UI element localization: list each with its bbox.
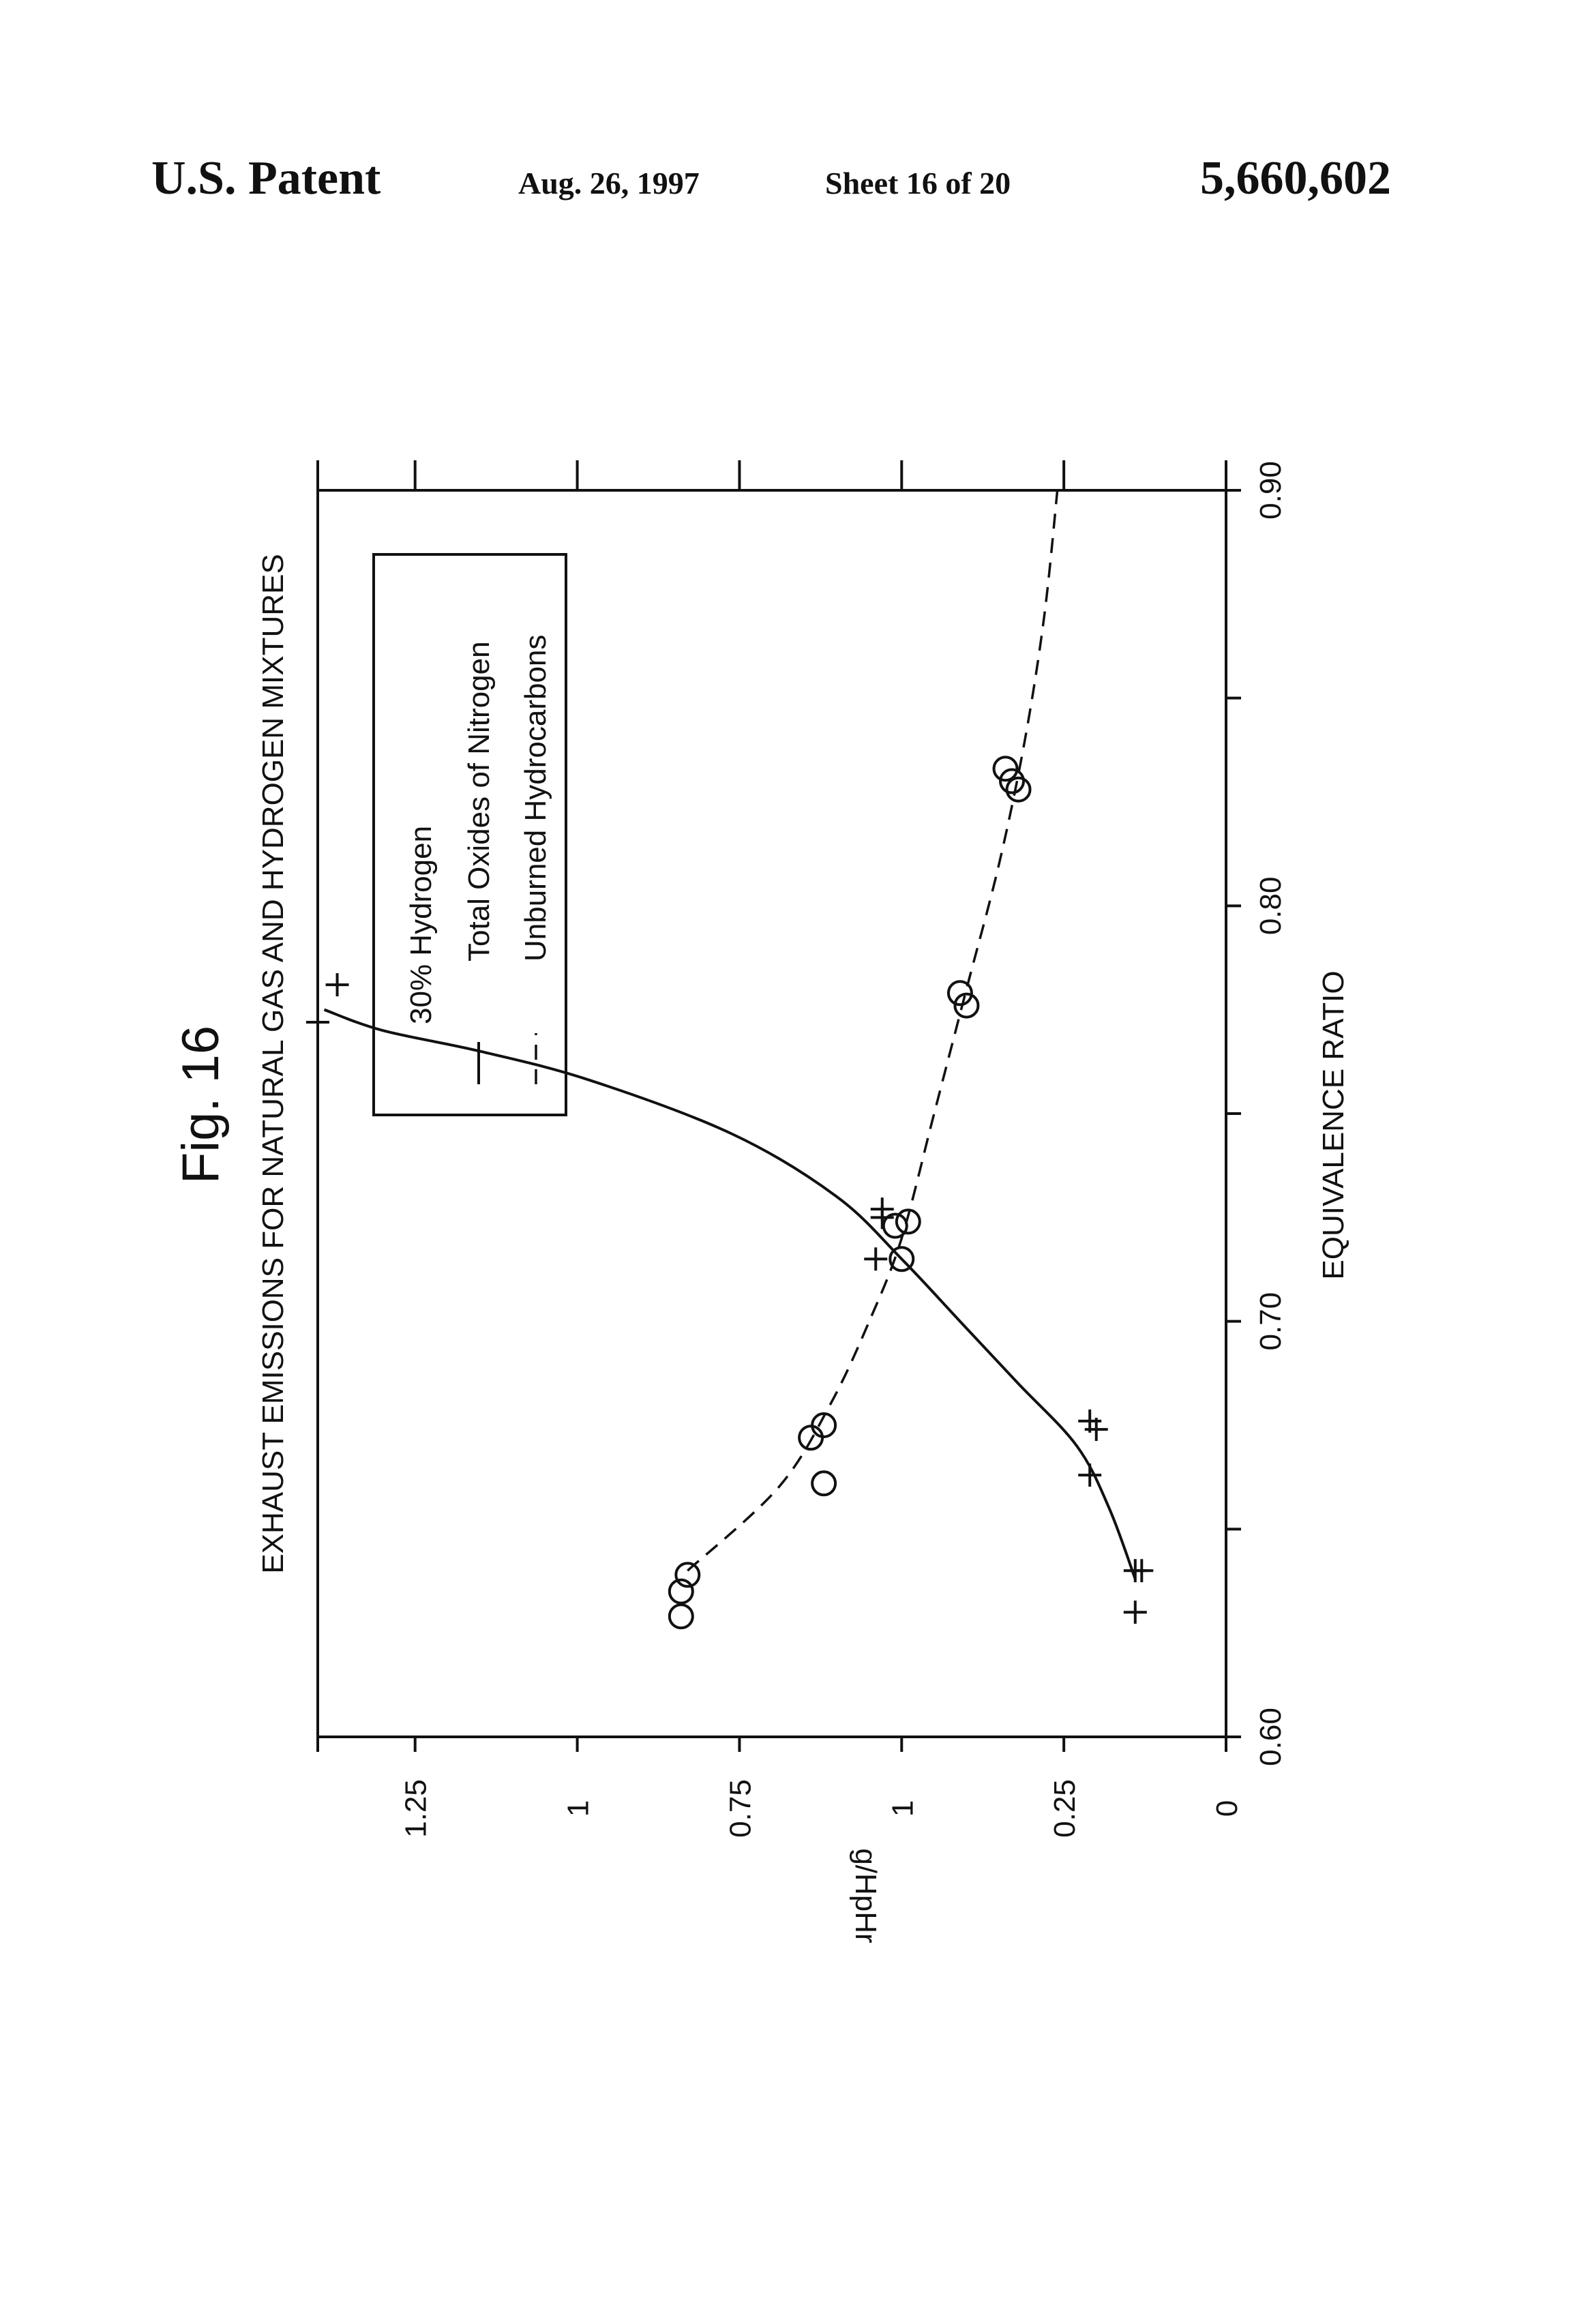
hc-data-point — [812, 1472, 835, 1495]
hc-data-point — [670, 1605, 693, 1628]
x-tick-label: 0.90 — [1254, 461, 1287, 520]
x-tick-label: 0.80 — [1254, 877, 1287, 936]
x-tick-label: 0.60 — [1254, 1708, 1287, 1766]
y-tick-label: 0.25 — [1048, 1779, 1081, 1838]
hc-fit-curve — [687, 490, 1057, 1570]
y-tick-label: 1 — [886, 1800, 919, 1817]
hc-data-point — [884, 1215, 907, 1238]
x-axis-label: EQUIVALENCE RATIO — [1317, 970, 1350, 1279]
y-axis-label: g/HpHr — [849, 1848, 882, 1943]
nox-data-point — [864, 1247, 887, 1270]
legend: 30% Hydrogen Total Oxides of Nitrogen Un… — [374, 554, 566, 1115]
figure-label: Fig. 16 — [172, 1026, 230, 1184]
y-tick-label: 1.25 — [400, 1779, 433, 1838]
legend-title: 30% Hydrogen — [404, 826, 438, 1024]
y-tick-label: 1 — [562, 1800, 595, 1817]
x-tick-label: 0.70 — [1254, 1292, 1287, 1351]
nox-data-point — [1124, 1600, 1147, 1624]
nox-data-point — [306, 1011, 329, 1034]
hc-data-point — [799, 1426, 822, 1449]
nox-data-point — [1124, 1559, 1147, 1582]
y-tick-label: 0.75 — [723, 1779, 757, 1838]
nox-data-point — [326, 973, 349, 996]
y-tick-label: 0 — [1210, 1800, 1244, 1817]
nox-fit-curve — [325, 1010, 1135, 1579]
chart-title: EXHAUST EMISSIONS FOR NATURAL GAS AND HY… — [256, 554, 290, 1573]
legend-label-hc: Unburned Hydrocarbons — [519, 635, 552, 962]
legend-label-nox: Total Oxides of Nitrogen — [462, 641, 496, 962]
